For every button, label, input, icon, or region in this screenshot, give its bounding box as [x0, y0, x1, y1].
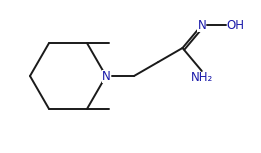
Text: NH₂: NH₂ — [191, 71, 213, 84]
Text: N: N — [197, 19, 206, 32]
Text: N: N — [102, 69, 110, 82]
Text: OH: OH — [227, 19, 245, 32]
